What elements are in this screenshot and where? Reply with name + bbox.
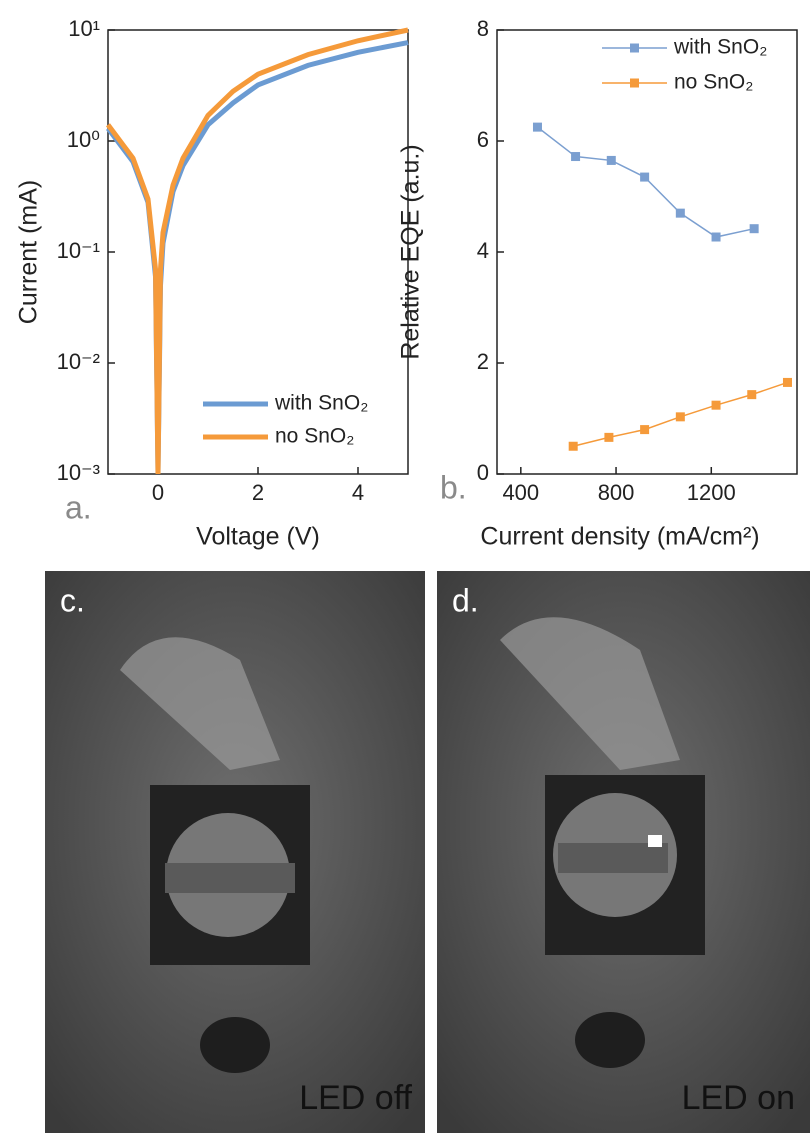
- legend-marker: [630, 43, 639, 53]
- photo-label: d.: [452, 582, 479, 618]
- legend-label: with SnO₂: [673, 36, 767, 59]
- marker: [749, 224, 759, 234]
- photo-caption: LED on: [682, 1079, 795, 1117]
- marker: [606, 155, 616, 165]
- marker: [675, 208, 685, 218]
- series-line: [105, 27, 409, 475]
- y-tick-label: 10⁻¹: [57, 238, 100, 263]
- y-tick-label: 2: [477, 349, 489, 374]
- y-tick-label: 4: [477, 238, 489, 263]
- x-tick-label: 4: [352, 480, 364, 505]
- y-tick-label: 0: [477, 460, 489, 485]
- plot-frame: [496, 29, 798, 475]
- photo-label: c.: [60, 582, 85, 618]
- legend-marker: [630, 78, 639, 88]
- shadow: [200, 1017, 270, 1073]
- x-axis-title: Voltage (V): [196, 523, 320, 551]
- marker: [571, 152, 581, 162]
- legend-label: no SnO₂: [275, 425, 354, 448]
- y-tick-label: 8: [477, 16, 489, 41]
- y-tick-label: 10⁰: [67, 127, 100, 152]
- marker: [640, 172, 650, 182]
- wires: [500, 617, 680, 770]
- x-tick-label: 0: [152, 480, 164, 505]
- marker: [604, 432, 614, 442]
- series-line: [537, 126, 755, 238]
- y-tick-label: 10¹: [68, 16, 100, 41]
- y-tick-label: 6: [477, 127, 489, 152]
- marker: [711, 400, 721, 410]
- x-tick-label: 800: [598, 480, 635, 505]
- x-tick-label: 400: [502, 480, 539, 505]
- marker: [532, 122, 542, 132]
- marker: [782, 377, 792, 387]
- marker: [568, 441, 578, 451]
- marker: [640, 425, 650, 435]
- legend-label: no SnO₂: [674, 71, 753, 94]
- x-tick-label: 2: [252, 480, 264, 505]
- photo-c: c. LED off: [45, 571, 425, 1133]
- photo-d: d. LED on: [437, 571, 810, 1133]
- emission: [648, 835, 662, 847]
- y-tick-label: 10⁻²: [57, 349, 100, 374]
- marker: [747, 390, 757, 400]
- legend-label: with SnO₂: [274, 392, 368, 415]
- electrode: [558, 843, 668, 873]
- x-tick-label: 1200: [687, 480, 736, 505]
- shadow: [575, 1012, 645, 1068]
- x-axis-title: Current density (mA/cm²): [480, 523, 759, 551]
- panel-label: a.: [65, 489, 92, 525]
- y-axis-title: Relative EQE (a.u.): [397, 144, 425, 359]
- electrode: [165, 863, 295, 893]
- marker: [675, 412, 685, 422]
- y-axis-title: Current (mA): [15, 180, 43, 324]
- wires: [120, 637, 280, 770]
- y-tick-label: 10⁻³: [57, 460, 100, 485]
- marker: [711, 232, 721, 242]
- photo-caption: LED off: [299, 1079, 412, 1117]
- panel-label: b.: [440, 469, 467, 505]
